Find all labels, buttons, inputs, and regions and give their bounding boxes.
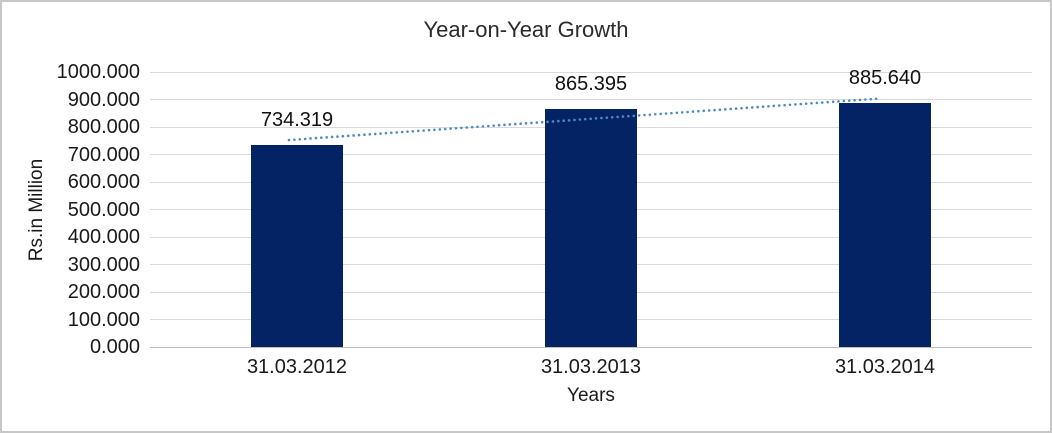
y-tick-label: 600.000 <box>67 171 140 193</box>
bar <box>839 103 931 347</box>
x-tick-label: 31.03.2013 <box>540 356 642 378</box>
y-tick-label: 100.000 <box>67 308 140 331</box>
bar <box>545 109 637 347</box>
bar-value-label: 865.395 <box>554 73 628 96</box>
y-tick-label: 800.000 <box>67 116 140 138</box>
bar-value-label: 734.319 <box>260 109 334 132</box>
y-tick-label: 500.000 <box>67 198 140 221</box>
y-tick-label: 300.000 <box>67 253 140 276</box>
gridline <box>150 99 1032 100</box>
x-tick-label: 31.03.2014 <box>834 356 936 378</box>
bar-value-label: 885.640 <box>848 67 922 90</box>
y-tick-label: 400.000 <box>67 226 140 248</box>
gridline <box>150 71 1032 73</box>
y-tick-label: 200.000 <box>67 281 140 303</box>
y-tick-label: 0.000 <box>89 336 140 358</box>
x-axis-line <box>150 346 1032 348</box>
y-tick-label: 1000.000 <box>56 61 140 83</box>
x-axis-title: Years <box>567 385 615 406</box>
y-tick-label: 900.000 <box>67 88 140 111</box>
bar <box>251 145 343 347</box>
x-tick-label: 31.03.2012 <box>246 356 348 378</box>
chart-title: Year-on-Year Growth <box>423 17 629 42</box>
y-tick-label: 700.000 <box>67 143 140 166</box>
